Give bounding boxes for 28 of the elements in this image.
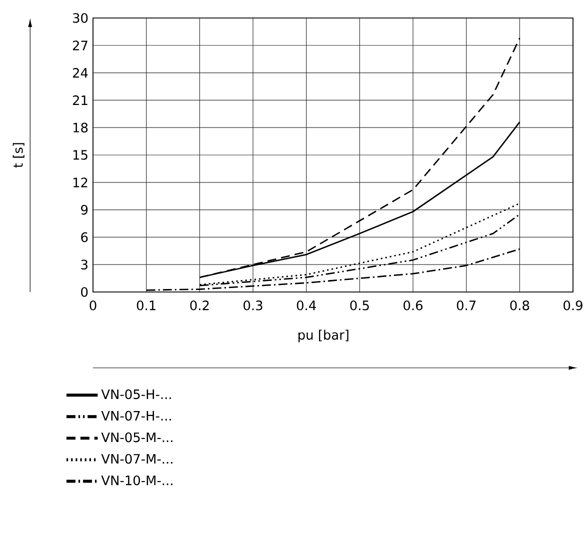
y-axis-title: t [s] bbox=[12, 143, 24, 168]
y-tick-label: 24 bbox=[72, 68, 88, 78]
x-tick-label: 0.2 bbox=[190, 300, 209, 310]
y-tick-label: 15 bbox=[73, 150, 88, 160]
legend-label: VN-05-H-... bbox=[101, 389, 171, 400]
x-tick-label: 0.8 bbox=[510, 300, 530, 310]
x-tick-label: 0.9 bbox=[564, 300, 582, 310]
x-tick-label: 0.5 bbox=[350, 300, 369, 310]
x-tick-label: 0.4 bbox=[296, 300, 316, 310]
legend-label: VN-07-M-... bbox=[101, 454, 172, 464]
y-tick-label: 6 bbox=[81, 232, 88, 242]
x-tick-label: 0.6 bbox=[404, 300, 422, 310]
x-tick-label: 0.7 bbox=[456, 300, 476, 310]
y-tick-label: 9 bbox=[81, 204, 88, 215]
y-tick-label: 30 bbox=[72, 13, 88, 23]
x-axis-title: pu [bar] bbox=[298, 330, 348, 342]
x-tick-label: 0.3 bbox=[244, 300, 262, 310]
y-tick-label: 3 bbox=[81, 260, 88, 270]
y-tick-label: 18 bbox=[73, 122, 88, 132]
y-tick-label: 27 bbox=[72, 40, 88, 50]
y-tick-label: 12 bbox=[73, 178, 88, 188]
y-tick-label: 21 bbox=[72, 95, 88, 105]
legend-label: VN-10-M-... bbox=[101, 475, 172, 486]
legend-label: VN-07-H-... bbox=[101, 410, 171, 421]
legend-label: VN-05-M-... bbox=[101, 432, 172, 442]
x-tick-label: 0.1 bbox=[136, 300, 156, 310]
y-tick-label: 0 bbox=[81, 287, 88, 297]
x-tick-label: 0 bbox=[90, 300, 96, 310]
